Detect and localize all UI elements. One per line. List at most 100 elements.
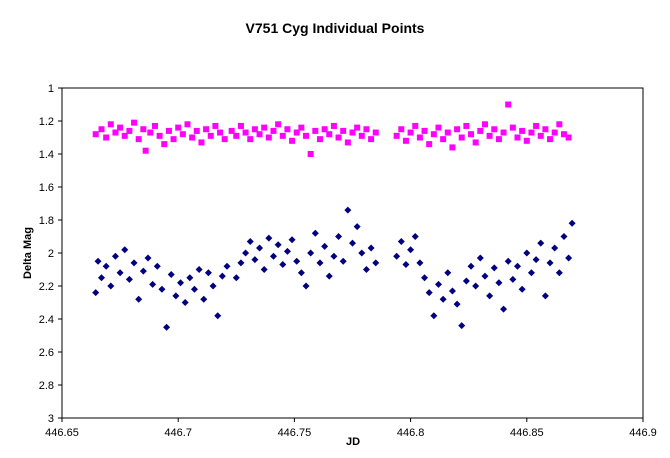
data-point: [121, 246, 129, 254]
data-point: [568, 219, 576, 227]
data-point: [477, 127, 484, 134]
data-point: [349, 129, 356, 136]
data-point: [330, 122, 337, 129]
data-point: [458, 134, 465, 141]
data-point: [316, 136, 323, 143]
data-point: [505, 101, 512, 108]
data-point: [509, 275, 517, 283]
data-point: [368, 136, 375, 143]
data-point: [237, 122, 244, 129]
data-point: [340, 127, 347, 134]
data-point: [156, 132, 163, 139]
data-point: [495, 136, 502, 143]
data-point: [293, 129, 300, 136]
data-point: [458, 322, 466, 330]
data-point: [242, 129, 249, 136]
y-tick-label: 3: [48, 413, 54, 425]
data-point: [448, 287, 456, 295]
data-point: [209, 282, 217, 290]
data-point: [453, 300, 461, 308]
data-point: [523, 137, 530, 144]
y-tick-label: 2.8: [39, 380, 54, 392]
data-point: [242, 249, 250, 257]
data-point: [177, 279, 185, 287]
data-point: [435, 124, 442, 131]
data-point: [247, 136, 254, 143]
data-point: [325, 272, 333, 280]
data-point: [330, 252, 338, 260]
data-point: [126, 127, 133, 134]
data-point: [407, 246, 415, 254]
data-point: [307, 151, 314, 157]
data-point: [430, 312, 438, 320]
data-point: [421, 127, 428, 134]
data-point: [434, 280, 442, 288]
data-point: [140, 126, 147, 133]
data-point: [198, 139, 205, 146]
x-tick-label: 446.7: [164, 427, 192, 439]
data-point: [279, 261, 287, 269]
data-point: [514, 262, 522, 270]
data-point: [284, 126, 291, 133]
data-point: [172, 292, 180, 300]
data-point: [362, 266, 370, 273]
data-point: [195, 266, 203, 273]
data-point: [468, 131, 475, 138]
data-point: [233, 132, 240, 139]
x-tick-label: 446.75: [278, 427, 312, 439]
data-point: [412, 122, 419, 129]
data-point: [481, 121, 488, 128]
data-point: [398, 126, 405, 133]
data-point: [204, 269, 212, 277]
data-point: [560, 233, 568, 240]
data-point: [151, 122, 158, 129]
data-point: [256, 131, 263, 138]
data-point: [303, 132, 310, 139]
x-axis: 446.65 446.7 446.75 446.8 446.85 446.9: [45, 418, 657, 439]
data-point: [149, 280, 157, 288]
data-point: [261, 124, 268, 131]
data-point: [518, 285, 526, 293]
data-point: [481, 272, 489, 280]
data-point: [551, 244, 559, 252]
data-point: [265, 134, 272, 141]
data-point: [135, 136, 142, 143]
data-point: [514, 134, 521, 141]
data-point: [207, 132, 214, 139]
data-point: [163, 323, 171, 331]
y-tick-label: 2.4: [39, 314, 54, 326]
data-point: [486, 292, 494, 300]
data-point: [326, 131, 333, 138]
y-tick-label: 1.6: [39, 182, 54, 194]
data-point: [527, 269, 535, 277]
data-point: [462, 277, 470, 285]
data-point: [537, 239, 545, 247]
data-point: [542, 126, 549, 133]
data-point: [103, 134, 110, 141]
data-point: [111, 252, 119, 260]
data-point: [358, 132, 365, 139]
data-point: [372, 259, 380, 267]
data-point: [556, 121, 563, 128]
data-point: [228, 127, 235, 134]
data-point: [349, 239, 356, 247]
data-point: [200, 295, 208, 303]
data-point: [490, 264, 498, 272]
data-point: [251, 126, 258, 133]
data-point: [107, 121, 114, 128]
data-point: [519, 127, 526, 134]
data-point: [94, 257, 102, 265]
data-point: [335, 233, 343, 240]
data-point: [279, 132, 286, 139]
data-point: [476, 254, 484, 262]
data-point: [298, 124, 305, 131]
chart-title: V751 Cyg Individual Points: [246, 20, 425, 36]
data-point: [363, 126, 370, 133]
data-point: [311, 229, 319, 237]
data-point: [509, 124, 516, 131]
data-point: [393, 252, 401, 260]
x-tick-label: 446.65: [45, 427, 79, 439]
data-point: [121, 132, 128, 139]
x-tick-label: 446.9: [629, 427, 657, 439]
data-point: [237, 259, 245, 267]
